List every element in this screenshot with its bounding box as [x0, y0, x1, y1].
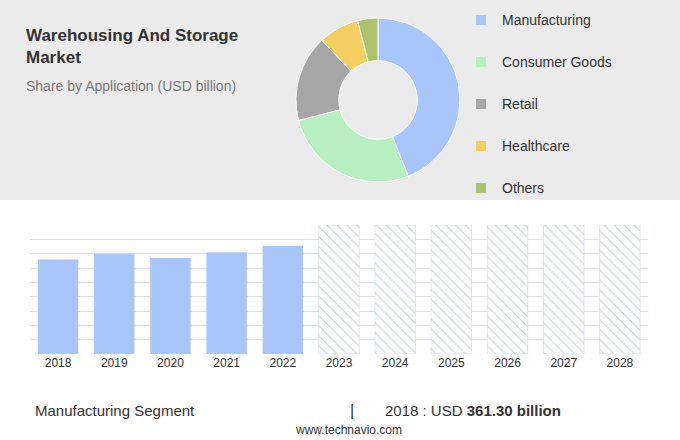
svg-text:Consumer Goods: Consumer Goods [502, 54, 612, 70]
svg-text:2026: 2026 [494, 356, 521, 370]
svg-text:2025: 2025 [438, 356, 465, 370]
svg-text:2028: 2028 [607, 356, 634, 370]
svg-text:Warehousing And StorageMarket: Warehousing And StorageMarket [26, 26, 238, 67]
svg-text:Manufacturing Segment: Manufacturing Segment [35, 402, 195, 419]
svg-text:2019: 2019 [101, 356, 128, 370]
svg-text:2018 : USD 361.30 billion: 2018 : USD 361.30 billion [385, 402, 561, 419]
svg-text:www.technavio.com: www.technavio.com [295, 423, 402, 437]
svg-text:Manufacturing: Manufacturing [502, 12, 591, 28]
svg-text:2024: 2024 [382, 356, 409, 370]
svg-text:2027: 2027 [550, 356, 577, 370]
svg-text:Healthcare: Healthcare [502, 138, 570, 154]
svg-text:2018: 2018 [45, 356, 72, 370]
svg-text:2022: 2022 [269, 356, 296, 370]
svg-text:2021: 2021 [213, 356, 240, 370]
svg-text:Others: Others [502, 180, 544, 196]
svg-text:|: | [350, 402, 354, 419]
svg-text:Retail: Retail [502, 96, 538, 112]
svg-text:2023: 2023 [326, 356, 353, 370]
svg-text:2020: 2020 [157, 356, 184, 370]
svg-text:Share by Application (USD bill: Share by Application (USD billion) [26, 78, 236, 94]
